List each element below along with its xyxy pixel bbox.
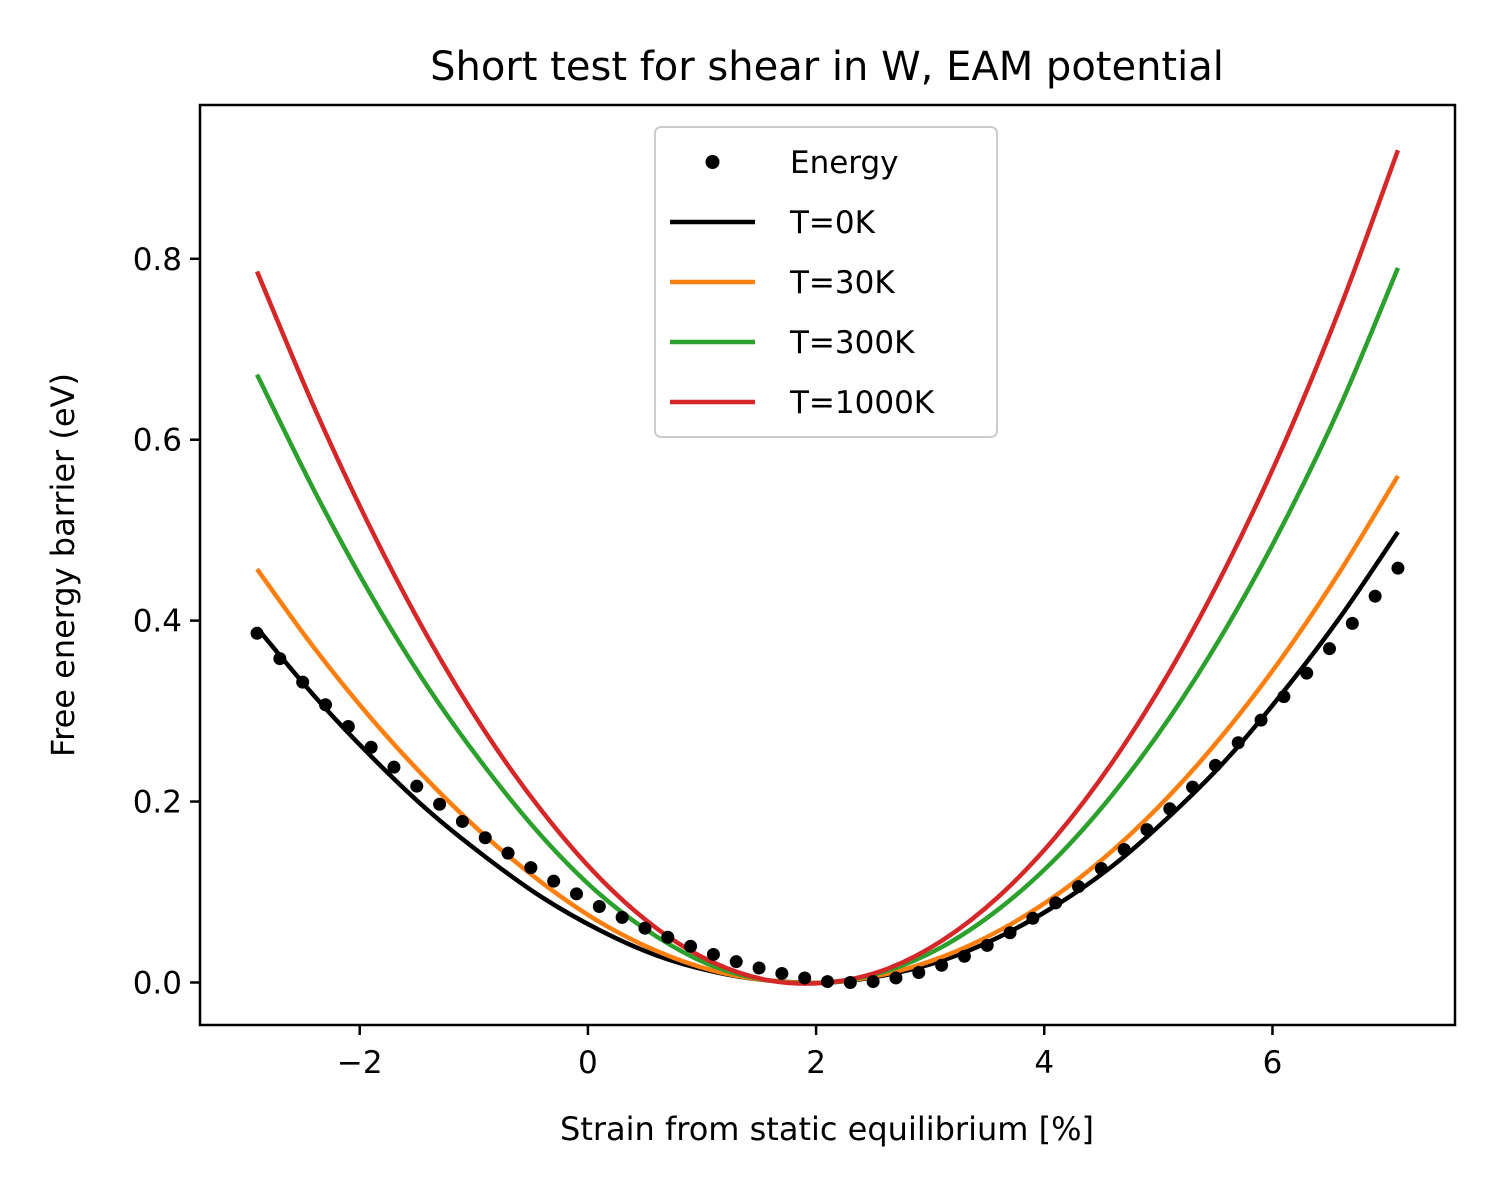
x-tick-label: −2 <box>337 1045 383 1081</box>
legend-label-0: T=0K <box>789 205 876 241</box>
energy-point <box>1345 616 1359 630</box>
energy-point <box>433 797 447 811</box>
energy-point <box>478 831 492 845</box>
energy-point <box>1186 780 1200 794</box>
legend-box <box>654 126 998 438</box>
energy-point <box>1277 690 1291 704</box>
energy-point <box>410 779 424 793</box>
energy-point <box>1026 911 1040 925</box>
legend-energy-marker <box>705 155 720 169</box>
energy-point <box>296 675 310 689</box>
energy-point <box>957 949 971 963</box>
legend-label-energy: Energy <box>790 145 899 181</box>
energy-point <box>1323 642 1336 656</box>
energy-point <box>1368 589 1382 603</box>
energy-point <box>1140 823 1154 837</box>
y-tick-label: 0.0 <box>133 965 182 1001</box>
x-axis-ticks: −2 0 2 4 6 <box>337 1025 1282 1081</box>
energy-point <box>866 975 880 989</box>
y-axis-label: Free energy barrier (eV) <box>44 373 82 757</box>
y-tick-label: 0.2 <box>133 785 182 821</box>
y-axis-ticks: 0.0 0.2 0.4 0.6 0.8 <box>133 242 200 1001</box>
energy-point <box>547 874 561 888</box>
energy-point <box>615 910 629 924</box>
energy-point <box>706 947 720 961</box>
series-line-3 <box>254 149 1401 986</box>
legend: Energy T=0K T=30K T=300K T=1000K <box>654 126 998 438</box>
energy-point <box>935 958 949 972</box>
energy-point <box>364 740 378 754</box>
energy-point <box>387 760 401 774</box>
energy-point <box>912 966 926 980</box>
energy-point <box>1117 843 1131 856</box>
energy-point <box>455 814 469 828</box>
legend-label-1: T=30K <box>789 265 895 301</box>
energy-point <box>1300 666 1314 680</box>
scatter-layer <box>250 561 1405 989</box>
energy-point <box>843 975 857 989</box>
energy-point <box>1049 896 1063 910</box>
y-tick-label: 0.8 <box>133 242 182 278</box>
energy-point <box>1072 880 1085 894</box>
x-tick-label: 2 <box>806 1045 826 1081</box>
legend-label-3: T=1000K <box>789 385 935 421</box>
energy-point <box>980 938 994 952</box>
legend-label-2: T=300K <box>789 325 915 361</box>
energy-point <box>341 719 355 733</box>
energy-point <box>661 930 675 944</box>
x-axis-label: Strain from static equilibrium [%] <box>560 1110 1094 1148</box>
x-tick-label: 6 <box>1263 1045 1283 1081</box>
energy-point <box>798 971 812 985</box>
plot-border <box>198 103 1457 1027</box>
energy-point <box>1391 561 1405 575</box>
chart-title: Short test for shear in W, EAM potential <box>430 44 1224 90</box>
energy-point <box>1208 758 1222 772</box>
energy-point <box>1094 862 1108 875</box>
energy-point <box>570 887 583 901</box>
energy-point <box>501 846 515 860</box>
energy-point <box>729 955 743 969</box>
energy-point <box>821 975 834 989</box>
energy-point <box>775 966 789 980</box>
energy-point <box>1163 802 1177 816</box>
energy-point <box>273 652 287 666</box>
energy-point <box>592 899 606 913</box>
energy-point <box>889 971 903 985</box>
y-tick-label: 0.6 <box>133 423 182 459</box>
x-tick-label: 0 <box>578 1045 598 1081</box>
y-tick-label: 0.4 <box>133 604 182 640</box>
energy-point <box>752 961 766 975</box>
energy-point <box>684 939 698 953</box>
energy-point <box>524 861 538 875</box>
energy-point <box>250 626 264 640</box>
energy-point <box>1231 736 1245 750</box>
energy-point <box>1254 713 1268 727</box>
energy-point <box>1003 926 1017 940</box>
x-tick-label: 4 <box>1034 1045 1054 1081</box>
energy-point <box>319 698 332 712</box>
energy-point <box>638 921 652 935</box>
